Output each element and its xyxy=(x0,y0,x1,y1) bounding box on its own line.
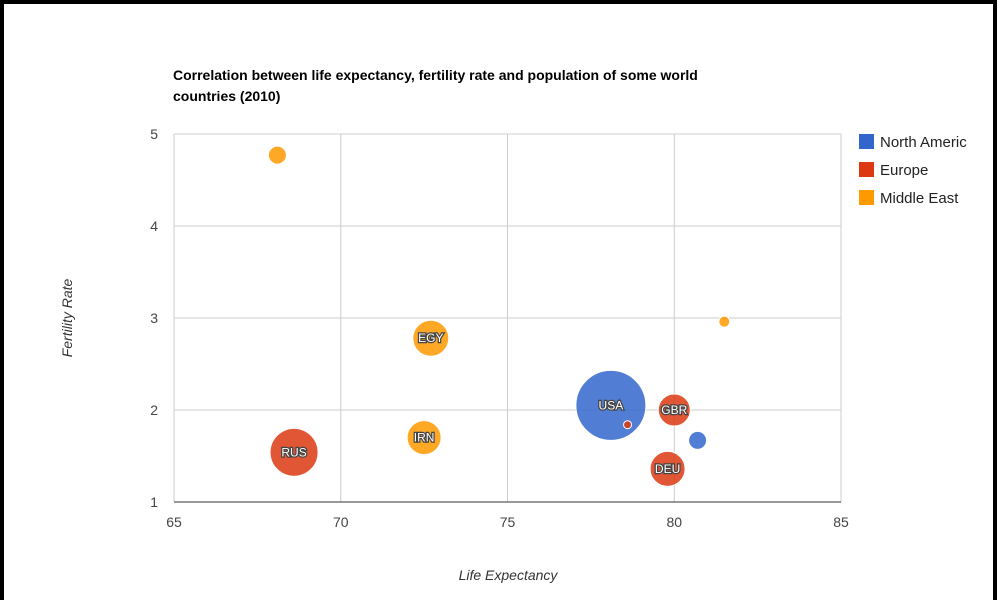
bubble[interactable] xyxy=(267,145,287,165)
legend-label: North Americ xyxy=(880,134,967,151)
x-tick-label: 65 xyxy=(166,514,182,530)
bubble-label: DEU xyxy=(655,462,680,476)
y-tick-label: 1 xyxy=(150,494,158,510)
x-axis-title: Life Expectancy xyxy=(459,567,559,583)
bubble-label: USA xyxy=(599,398,624,412)
bubble-label: EGY xyxy=(418,331,443,345)
legend: North Americ Europe Middle East xyxy=(859,134,967,207)
bubble[interactable] xyxy=(623,420,633,430)
x-tick-label: 70 xyxy=(333,514,349,530)
bubble-irn[interactable] xyxy=(406,420,442,456)
chart-title-line-1: Correlation between life expectancy, fer… xyxy=(173,67,698,83)
legend-label: Europe xyxy=(880,162,928,179)
x-tick-label: 75 xyxy=(500,514,516,530)
legend-swatch xyxy=(859,190,874,205)
bubble[interactable] xyxy=(718,315,731,328)
y-tick-label: 2 xyxy=(150,402,158,418)
bubble-label: RUS xyxy=(281,445,306,459)
y-tick-label: 5 xyxy=(150,126,158,142)
legend-swatch xyxy=(859,162,874,177)
legend-label: Middle East xyxy=(880,190,959,207)
bubble-label: IRN xyxy=(414,431,435,445)
bubble[interactable] xyxy=(688,430,708,450)
axes: 65 70 75 80 85 1 2 3 4 5 xyxy=(150,126,849,530)
bubbles: USA RUS EGY DEU IRN GBR xyxy=(267,145,731,487)
legend-swatch xyxy=(859,134,874,149)
y-tick-label: 4 xyxy=(150,218,158,234)
y-axis-title: Fertility Rate xyxy=(59,279,75,358)
x-tick-label: 80 xyxy=(666,514,682,530)
bubble-gbr[interactable] xyxy=(657,393,691,427)
chart-title-line-2: countries (2010) xyxy=(173,88,280,104)
bubble-label: GBR xyxy=(661,403,687,417)
x-tick-label: 85 xyxy=(833,514,849,530)
bubble-egy[interactable] xyxy=(412,319,450,357)
bubble-rus[interactable] xyxy=(269,427,319,477)
bubble-deu[interactable] xyxy=(649,450,686,487)
y-tick-label: 3 xyxy=(150,310,158,326)
